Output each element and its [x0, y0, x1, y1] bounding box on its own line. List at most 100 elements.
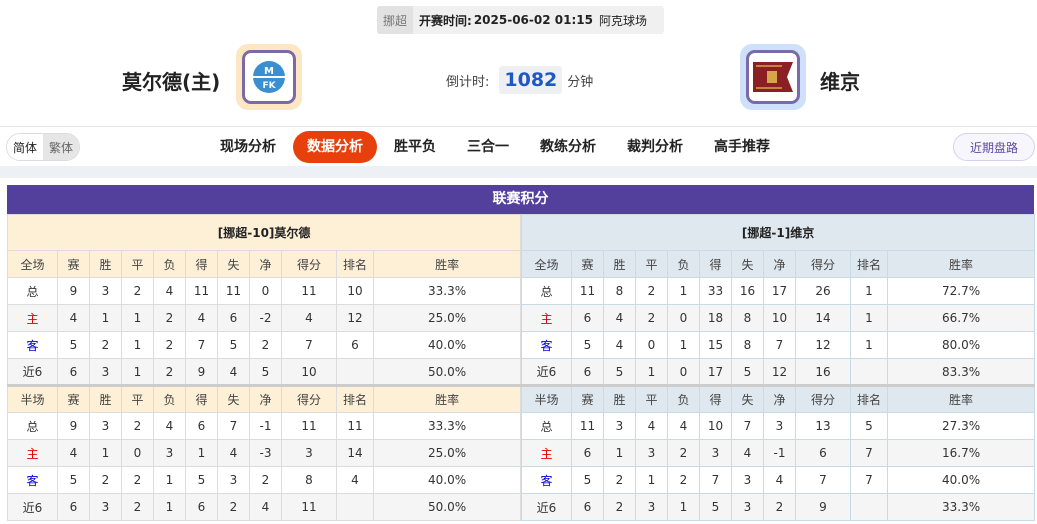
- cell: 66.7%: [886, 304, 1036, 332]
- team-rank-header[interactable]: [挪超-10]莫尔德: [6, 214, 522, 251]
- cell: 4: [667, 412, 700, 440]
- column-header: 排名: [850, 384, 888, 413]
- column-header: 赛: [57, 250, 90, 278]
- cell: 3: [603, 412, 636, 440]
- cell: 10: [281, 358, 337, 386]
- cell: 1: [89, 304, 122, 332]
- column-header: 净: [249, 250, 282, 278]
- column-header: 胜: [603, 250, 636, 278]
- cell: 7: [763, 331, 796, 359]
- away-team-name[interactable]: 维京: [820, 70, 860, 94]
- cell: 1: [667, 331, 700, 359]
- table-row: 客 5 2 1 2 7 5 2 7 6 40.0%: [7, 331, 522, 359]
- row-label: 客: [521, 466, 572, 494]
- column-header: 胜率: [372, 250, 522, 278]
- kickoff-label: 开赛时间:: [419, 13, 472, 28]
- cell: 8: [281, 466, 337, 494]
- cell: 8: [731, 331, 764, 359]
- cell: 7: [850, 466, 888, 494]
- tab-6[interactable]: 高手推荐: [714, 139, 770, 155]
- row-label: 近6: [7, 358, 58, 386]
- cell: 2: [249, 466, 282, 494]
- cell: 80.0%: [886, 331, 1036, 359]
- cell: 5: [699, 493, 732, 521]
- cell: 6: [571, 439, 604, 467]
- traditional-button[interactable]: 繁体: [43, 134, 80, 160]
- cell: 1: [121, 358, 154, 386]
- tab-0[interactable]: 现场分析: [220, 139, 276, 155]
- cell: 4: [217, 439, 250, 467]
- cell: 1: [850, 277, 888, 305]
- cell: 2: [667, 439, 700, 467]
- column-header: 平: [121, 384, 154, 413]
- cell: 50.0%: [372, 493, 522, 521]
- cell: 5: [57, 466, 90, 494]
- cell: 1: [153, 466, 186, 494]
- league-label[interactable]: 挪超: [377, 6, 414, 34]
- column-header: 负: [667, 250, 700, 278]
- cell: 11: [571, 412, 604, 440]
- cell: 5: [57, 331, 90, 359]
- cell: 1: [603, 439, 636, 467]
- cell: 33.3%: [886, 493, 1036, 521]
- cell: 1: [153, 493, 186, 521]
- cell: 33.3%: [372, 412, 522, 440]
- svg-text:M: M: [264, 66, 274, 77]
- team-rank-header[interactable]: [挪超-1]维京: [520, 214, 1036, 251]
- recent-odds-button[interactable]: 近期盘路: [953, 133, 1035, 161]
- countdown-label: 倒计时:: [446, 74, 490, 90]
- divider-strip: [0, 166, 1037, 178]
- cell: 5: [217, 331, 250, 359]
- cell: 2: [121, 493, 154, 521]
- cell: 8: [731, 304, 764, 332]
- viking-fk-logo-icon: [753, 62, 793, 92]
- cell: 0: [249, 277, 282, 305]
- cell: 7: [850, 439, 888, 467]
- home-team-logo[interactable]: M FK: [236, 44, 302, 110]
- column-header: 得: [185, 250, 218, 278]
- column-header: 平: [635, 250, 668, 278]
- tab-3[interactable]: 三合一: [467, 139, 509, 155]
- simplified-button[interactable]: 简体: [7, 134, 44, 160]
- table-row: 客 5 4 0 1 15 8 7 12 1 80.0%: [521, 331, 1036, 359]
- cell: 11: [281, 493, 337, 521]
- cell: 9: [57, 277, 90, 305]
- row-label: 近6: [7, 493, 58, 521]
- cell: 3: [89, 358, 122, 386]
- cell: 4: [153, 277, 186, 305]
- divider: [0, 126, 1037, 127]
- cell: 10: [336, 277, 374, 305]
- cell: 5: [249, 358, 282, 386]
- cell: 1: [89, 439, 122, 467]
- cell: 8: [603, 277, 636, 305]
- cell: 26: [795, 277, 851, 305]
- cell: 4: [763, 466, 796, 494]
- tab-4[interactable]: 教练分析: [540, 139, 596, 155]
- cell: 12: [763, 358, 796, 386]
- tab-5[interactable]: 裁判分析: [627, 139, 683, 155]
- home-team-name[interactable]: 莫尔德(主): [122, 70, 221, 94]
- cell: 7: [217, 412, 250, 440]
- row-label: 近6: [521, 493, 572, 521]
- cell: 2: [89, 466, 122, 494]
- cell: 3: [731, 466, 764, 494]
- cell: 4: [57, 439, 90, 467]
- cell: 4: [603, 304, 636, 332]
- column-header: 赛: [571, 250, 604, 278]
- cell: 25.0%: [372, 439, 522, 467]
- cell: 2: [635, 304, 668, 332]
- cell: 40.0%: [372, 331, 522, 359]
- cell: [336, 358, 374, 386]
- cell: 2: [763, 493, 796, 521]
- cell: 3: [635, 493, 668, 521]
- cell: 5: [571, 331, 604, 359]
- tab-2[interactable]: 胜平负: [394, 139, 436, 155]
- row-label: 主: [521, 439, 572, 467]
- tab-1[interactable]: 数据分析: [293, 131, 377, 163]
- table-row: 近6 6 5 1 0 17 5 12 16 83.3%: [521, 358, 1036, 386]
- cell: 3: [89, 277, 122, 305]
- cell: 11: [217, 277, 250, 305]
- table-row: 主 4 1 1 2 4 6 -2 4 12 25.0%: [7, 304, 522, 332]
- column-header: 失: [217, 384, 250, 413]
- away-team-logo[interactable]: [740, 44, 806, 110]
